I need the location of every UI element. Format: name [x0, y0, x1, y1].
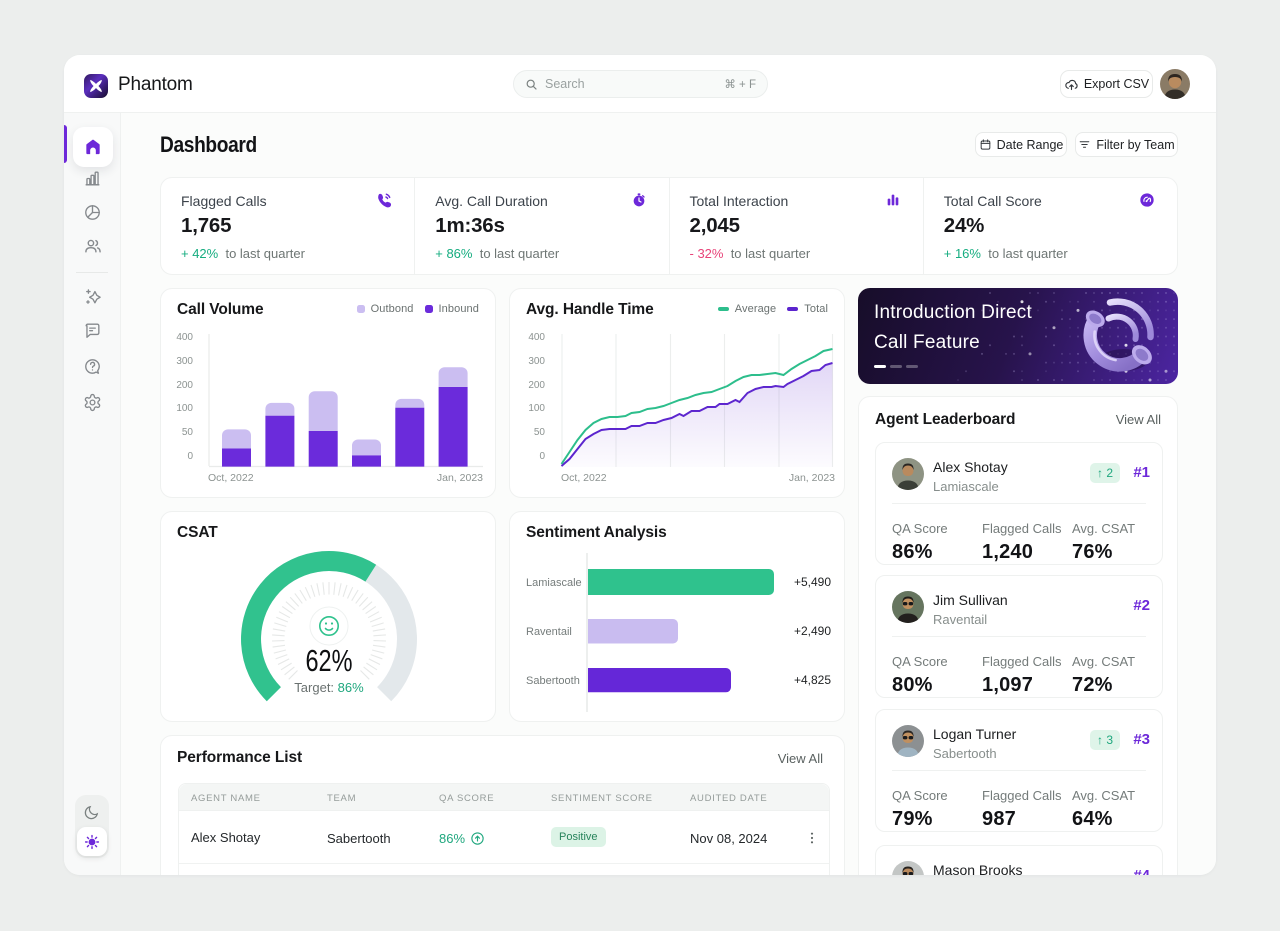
- svg-text:Sabertooth: Sabertooth: [526, 675, 580, 687]
- svg-text:Raventail: Raventail: [526, 626, 572, 638]
- svg-text:300: 300: [528, 356, 545, 367]
- svg-text:0: 0: [187, 451, 193, 462]
- svg-text:Target: 86%: Target: 86%: [294, 680, 364, 695]
- svg-text:Oct, 2022: Oct, 2022: [561, 472, 607, 484]
- svg-text:50: 50: [182, 427, 194, 438]
- svg-text:200: 200: [528, 380, 545, 391]
- svg-text:Lamiascale: Lamiascale: [526, 577, 582, 589]
- svg-text:100: 100: [528, 403, 545, 414]
- svg-text:200: 200: [176, 380, 193, 391]
- svg-text:100: 100: [176, 403, 193, 414]
- svg-text:50: 50: [534, 427, 546, 438]
- svg-text:62%: 62%: [306, 643, 353, 678]
- svg-text:+4,825: +4,825: [794, 673, 831, 687]
- svg-text:+2,490: +2,490: [794, 624, 831, 638]
- svg-text:Oct, 2022: Oct, 2022: [208, 472, 254, 484]
- svg-text:Jan, 2023: Jan, 2023: [789, 472, 835, 484]
- svg-text:400: 400: [528, 332, 545, 343]
- svg-text:+5,490: +5,490: [794, 575, 831, 589]
- svg-text:400: 400: [176, 332, 193, 343]
- svg-text:300: 300: [176, 356, 193, 367]
- svg-text:0: 0: [539, 451, 545, 462]
- svg-text:Jan, 2023: Jan, 2023: [437, 472, 483, 484]
